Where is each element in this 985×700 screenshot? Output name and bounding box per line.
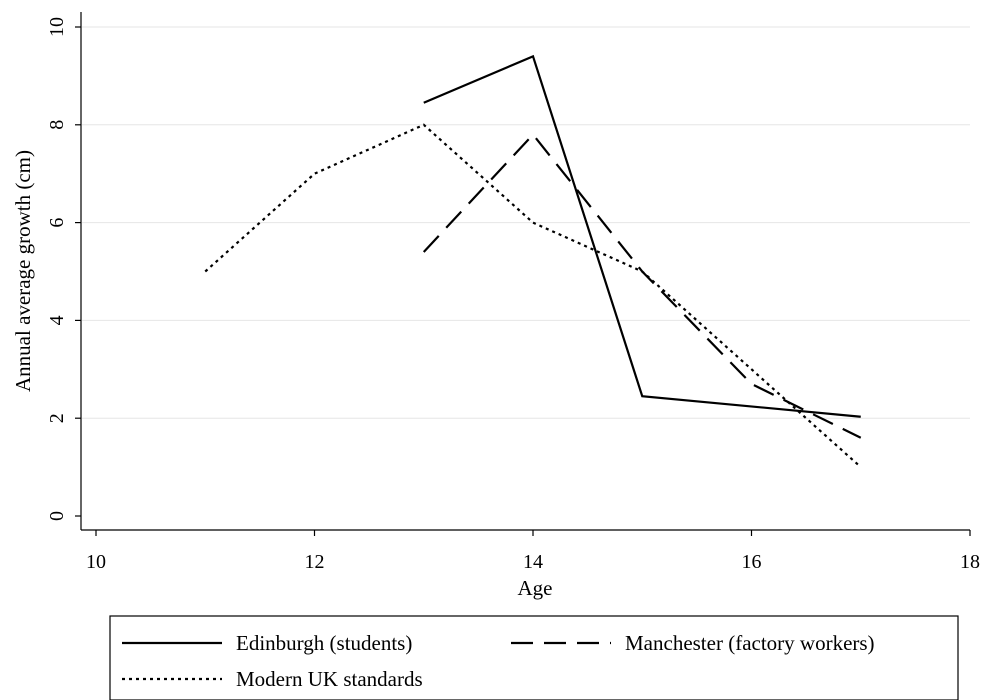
series-line-2 [422,132,862,439]
x-axis-label: Age [518,576,553,600]
x-tick-label: 12 [305,551,325,573]
legend-label-2: Manchester (factory workers) [625,631,875,655]
y-tick-label: 2 [46,413,68,423]
y-tick-label: 0 [46,511,68,521]
legend: Edinburgh (students) Manchester (factory … [109,615,959,700]
series-line-3 [204,123,862,468]
y-tick-label: 6 [46,218,68,228]
legend-box [109,615,959,700]
gridlines [82,26,970,419]
y-axis-label: Annual average growth (cm) [11,150,35,392]
x-ticks: 10 12 14 16 18 [86,530,980,573]
x-tick-label: 10 [86,551,106,573]
x-tick-label: 14 [523,551,543,573]
x-tick-label: 18 [960,551,980,573]
legend-label-3: Modern UK standards [236,667,423,691]
x-tick-label: 16 [742,551,762,573]
axes [80,12,970,531]
series-lines [204,54,862,468]
y-tick-label: 8 [46,120,68,130]
series-line-1 [423,54,861,418]
y-ticks: 0 2 4 6 8 10 [46,17,81,521]
legend-label-1: Edinburgh (students) [236,631,412,655]
y-tick-label: 4 [46,315,68,325]
y-tick-label: 10 [46,17,68,37]
